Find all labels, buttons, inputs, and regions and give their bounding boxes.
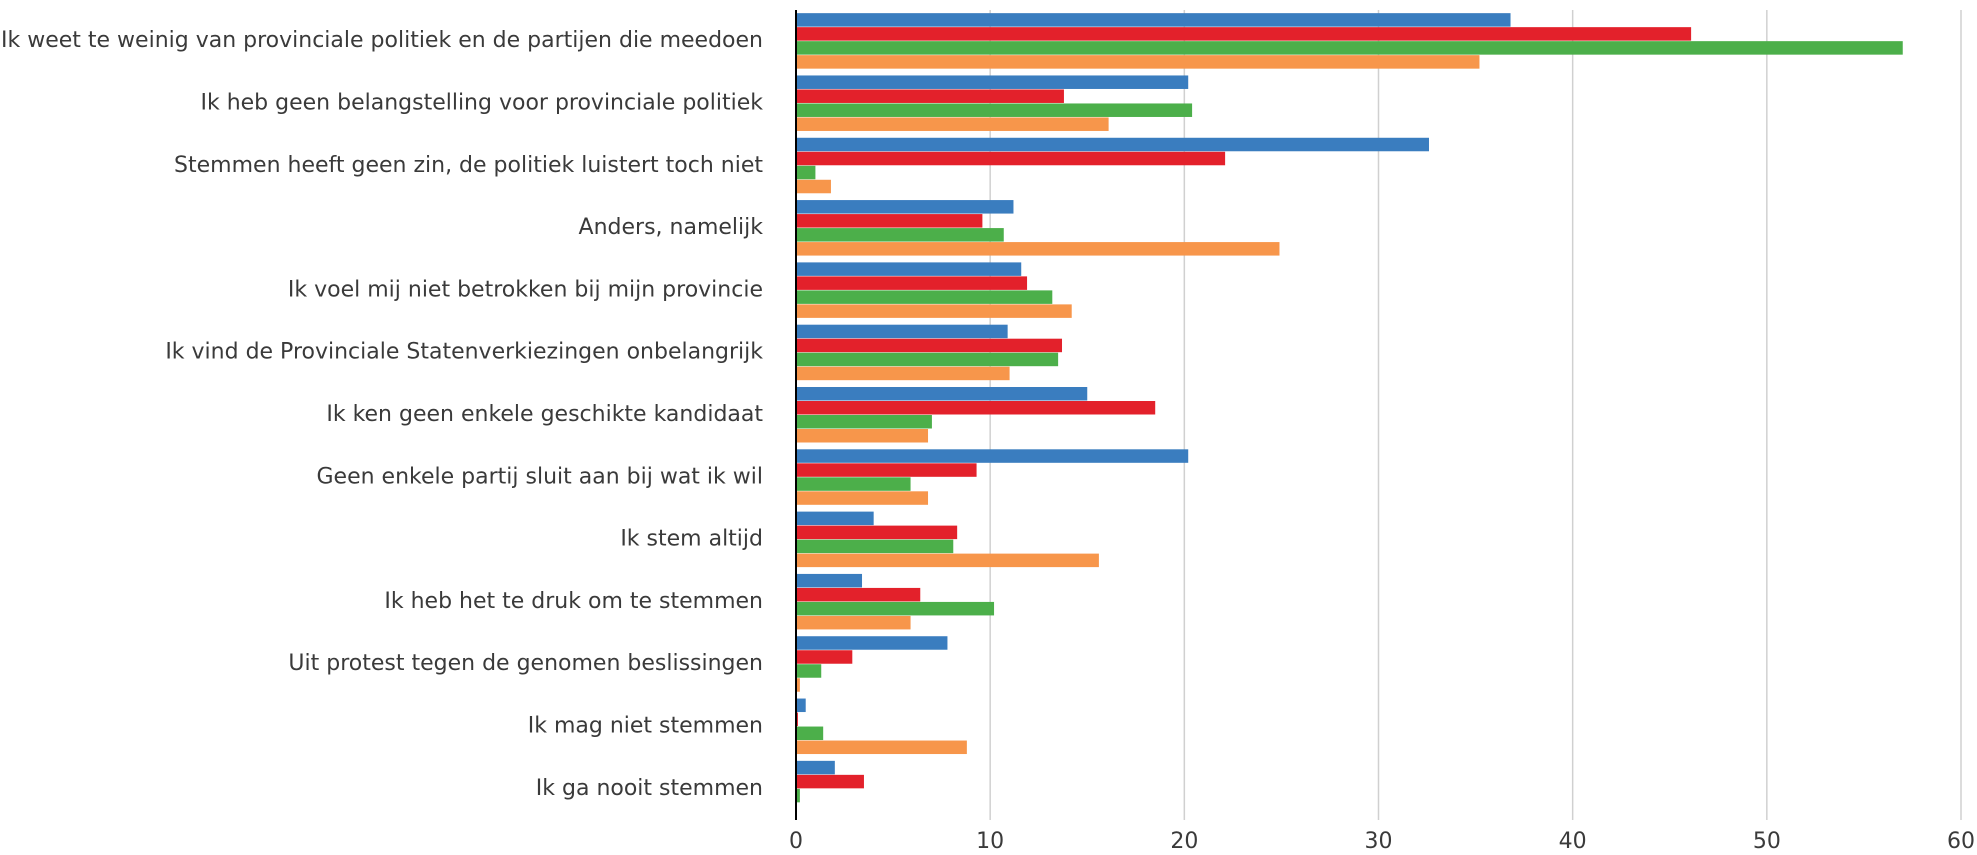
bar bbox=[796, 338, 1063, 353]
bar bbox=[796, 573, 863, 588]
bar bbox=[796, 117, 1109, 131]
x-tick-label: 40 bbox=[1559, 829, 1587, 854]
bar bbox=[796, 491, 929, 505]
x-tick-label: 50 bbox=[1753, 829, 1781, 854]
y-tick-label: Geen enkele partij sluit aan bij wat ik … bbox=[317, 464, 764, 489]
bar bbox=[796, 449, 1189, 463]
bar bbox=[796, 366, 1010, 381]
x-tick-label: 60 bbox=[1947, 829, 1975, 854]
bar bbox=[796, 477, 911, 491]
x-tick-label: 0 bbox=[789, 829, 803, 854]
bar bbox=[796, 615, 911, 630]
bar bbox=[796, 151, 1226, 166]
bar bbox=[796, 636, 948, 650]
y-tick-label: Ik voel mij niet betrokken bij mijn prov… bbox=[288, 277, 763, 302]
bar bbox=[796, 415, 932, 429]
y-tick-label: Ik stem altijd bbox=[620, 527, 763, 552]
bar bbox=[796, 429, 929, 443]
y-tick-label: Anders, namelijk bbox=[579, 215, 764, 240]
y-tick-label: Ik ga nooit stemmen bbox=[536, 776, 763, 801]
bar bbox=[796, 511, 874, 526]
bar bbox=[796, 276, 1028, 290]
bar bbox=[796, 103, 1193, 117]
bar bbox=[796, 740, 967, 755]
y-tick-label: Stemmen heeft geen zin, de politiek luis… bbox=[174, 153, 763, 178]
bar bbox=[796, 27, 1692, 41]
bar bbox=[796, 200, 1014, 214]
bar bbox=[796, 179, 831, 194]
y-tick-label: Ik heb het te druk om te stemmen bbox=[384, 589, 763, 614]
bar bbox=[796, 664, 822, 678]
bar bbox=[796, 463, 977, 477]
bar bbox=[796, 774, 864, 789]
bar bbox=[796, 228, 1004, 242]
bar bbox=[796, 698, 806, 713]
y-tick-label: Ik heb geen belangstelling voor provinci… bbox=[200, 90, 763, 115]
bar bbox=[796, 41, 1903, 55]
y-tick-label: Ik ken geen enkele geschikte kandidaat bbox=[326, 402, 763, 427]
bar bbox=[796, 553, 1099, 568]
bar bbox=[796, 587, 921, 602]
bar bbox=[796, 726, 824, 741]
bar bbox=[796, 242, 1280, 256]
bar bbox=[796, 650, 853, 664]
y-tick-label: Ik weet te weinig van provinciale politi… bbox=[1, 28, 763, 53]
bar bbox=[796, 788, 800, 803]
bar bbox=[796, 55, 1480, 69]
bar bbox=[796, 324, 1008, 339]
bar bbox=[796, 13, 1511, 27]
x-tick-label: 20 bbox=[1170, 829, 1198, 854]
bar bbox=[796, 165, 816, 180]
bar bbox=[796, 214, 983, 228]
bar bbox=[796, 387, 1088, 401]
bar bbox=[796, 290, 1053, 304]
y-tick-label: Uit protest tegen de genomen beslissinge… bbox=[288, 651, 763, 676]
bar bbox=[796, 352, 1059, 367]
bar bbox=[796, 401, 1156, 415]
bar bbox=[796, 539, 954, 554]
x-tick-label: 10 bbox=[976, 829, 1004, 854]
y-tick-label: Ik mag niet stemmen bbox=[528, 714, 763, 739]
bar bbox=[796, 137, 1429, 152]
bar bbox=[796, 89, 1064, 103]
bar bbox=[796, 75, 1189, 89]
y-tick-label: Ik vind de Provinciale Statenverkiezinge… bbox=[165, 340, 763, 365]
x-tick-label: 30 bbox=[1365, 829, 1393, 854]
bar bbox=[796, 525, 958, 540]
bar bbox=[796, 678, 800, 692]
bar bbox=[796, 760, 835, 775]
bar bbox=[796, 601, 995, 616]
bar bbox=[796, 304, 1072, 318]
bar bbox=[796, 262, 1022, 276]
